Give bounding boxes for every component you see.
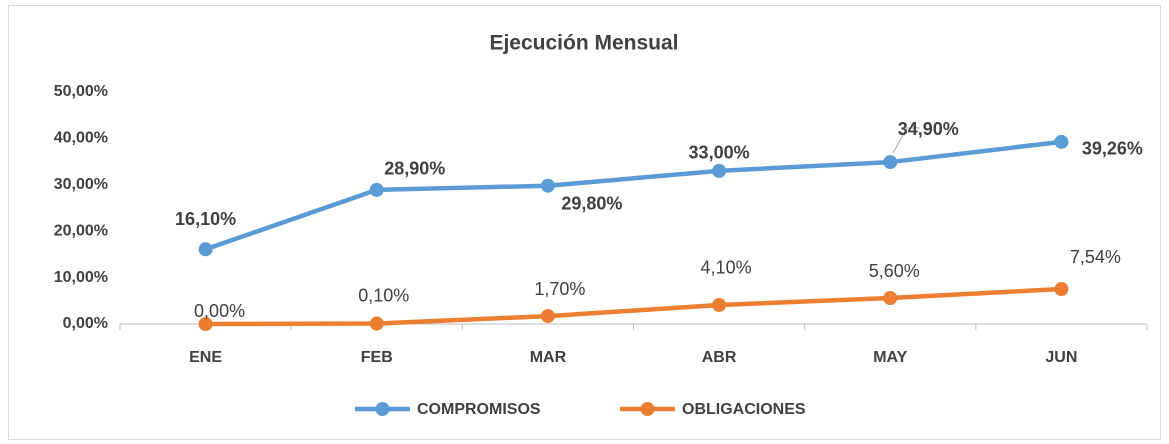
point-marker	[712, 163, 727, 178]
x-tick-label: ABR	[702, 349, 737, 366]
data-label: 16,10%	[175, 209, 236, 229]
legend-label: COMPROMISOS	[417, 401, 541, 418]
data-label: 33,00%	[689, 143, 750, 163]
series-line	[204, 139, 1062, 252]
point-marker	[369, 182, 384, 197]
y-tick-label: 10,00%	[54, 269, 108, 286]
point-marker	[198, 317, 213, 331]
series-line	[205, 286, 1062, 327]
y-tick-label: 40,00%	[54, 130, 108, 147]
point-marker	[198, 242, 213, 257]
x-tick-label: MAR	[530, 349, 567, 366]
x-tick-label: FEB	[361, 349, 393, 366]
point-marker	[1054, 282, 1069, 297]
data-label: 4,10%	[701, 258, 752, 278]
point-marker	[883, 291, 898, 306]
point-marker	[369, 316, 384, 331]
point-marker	[712, 297, 727, 312]
data-label: 1,70%	[534, 279, 585, 299]
chart-title: Ejecución Mensual	[489, 32, 678, 55]
x-tick-label: MAY	[873, 349, 907, 366]
point-marker	[883, 155, 898, 170]
point-marker	[1054, 134, 1069, 149]
data-label: 34,90%	[898, 119, 959, 139]
data-label: 0,00%	[194, 301, 245, 321]
y-tick-label: 30,00%	[54, 176, 108, 193]
data-label: 29,80%	[561, 193, 622, 213]
legend-marker	[640, 402, 655, 416]
data-label: 7,54%	[1070, 247, 1121, 267]
leader-line	[892, 127, 920, 154]
data-label: 39,26%	[1082, 139, 1143, 159]
chart-border	[8, 5, 1161, 440]
legend-label: OBLIGACIONES	[682, 401, 806, 418]
data-label: 5,60%	[869, 261, 920, 281]
x-tick-label: ENE	[189, 349, 222, 366]
point-marker	[540, 178, 555, 193]
y-tick-label: 0,00%	[63, 315, 108, 332]
data-label: 0,10%	[358, 285, 409, 305]
x-tick-label: JUN	[1045, 349, 1077, 366]
y-tick-label: 20,00%	[54, 222, 108, 239]
legend-marker	[375, 402, 390, 416]
data-label: 28,90%	[384, 159, 445, 179]
point-marker	[540, 309, 555, 324]
y-tick-label: 50,00%	[54, 83, 108, 100]
